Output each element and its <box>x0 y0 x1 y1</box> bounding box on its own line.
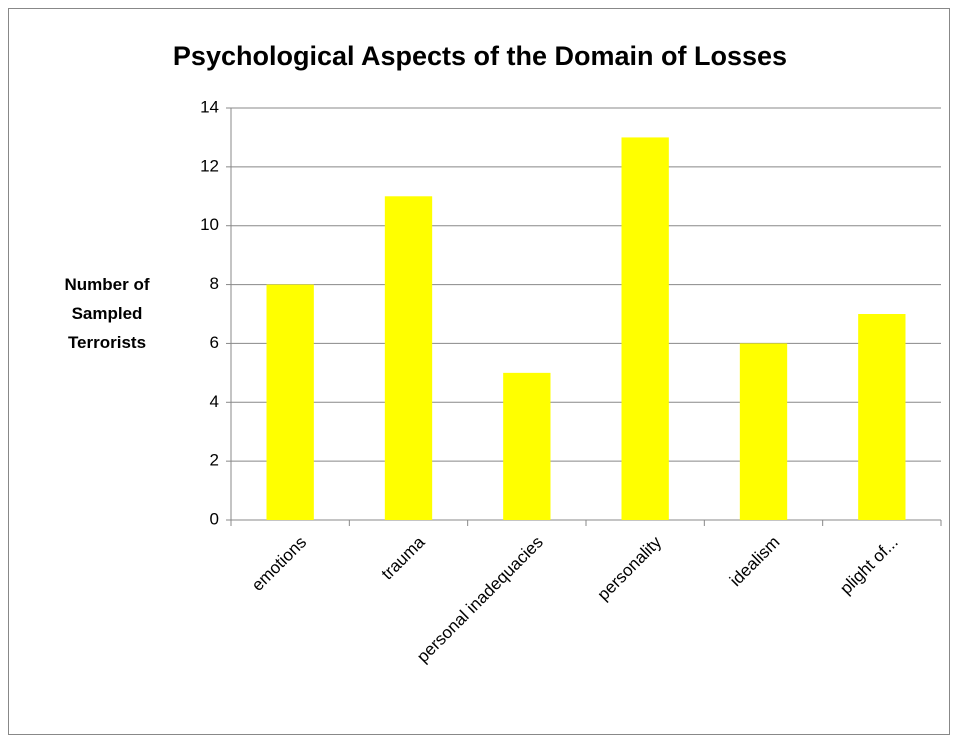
bar <box>739 343 788 520</box>
chart-title: Psychological Aspects of the Domain of L… <box>173 41 787 71</box>
bar <box>858 314 906 520</box>
y-tick-label: 8 <box>210 274 219 293</box>
y-tick-label: 4 <box>210 392 219 411</box>
y-tick-label: 10 <box>200 215 219 234</box>
bar <box>384 196 433 521</box>
bar <box>503 372 551 520</box>
chart-border <box>8 8 950 735</box>
bar <box>266 284 314 520</box>
y-tick-label: 2 <box>210 451 219 470</box>
y-axis-label: Number of Sampled Terrorists <box>64 275 150 352</box>
bar <box>621 137 669 520</box>
y-tick-label: 14 <box>200 97 219 116</box>
y-tick-label: 12 <box>200 156 219 175</box>
y-tick-label: 6 <box>210 333 219 352</box>
y-tick-label: 0 <box>210 509 219 528</box>
